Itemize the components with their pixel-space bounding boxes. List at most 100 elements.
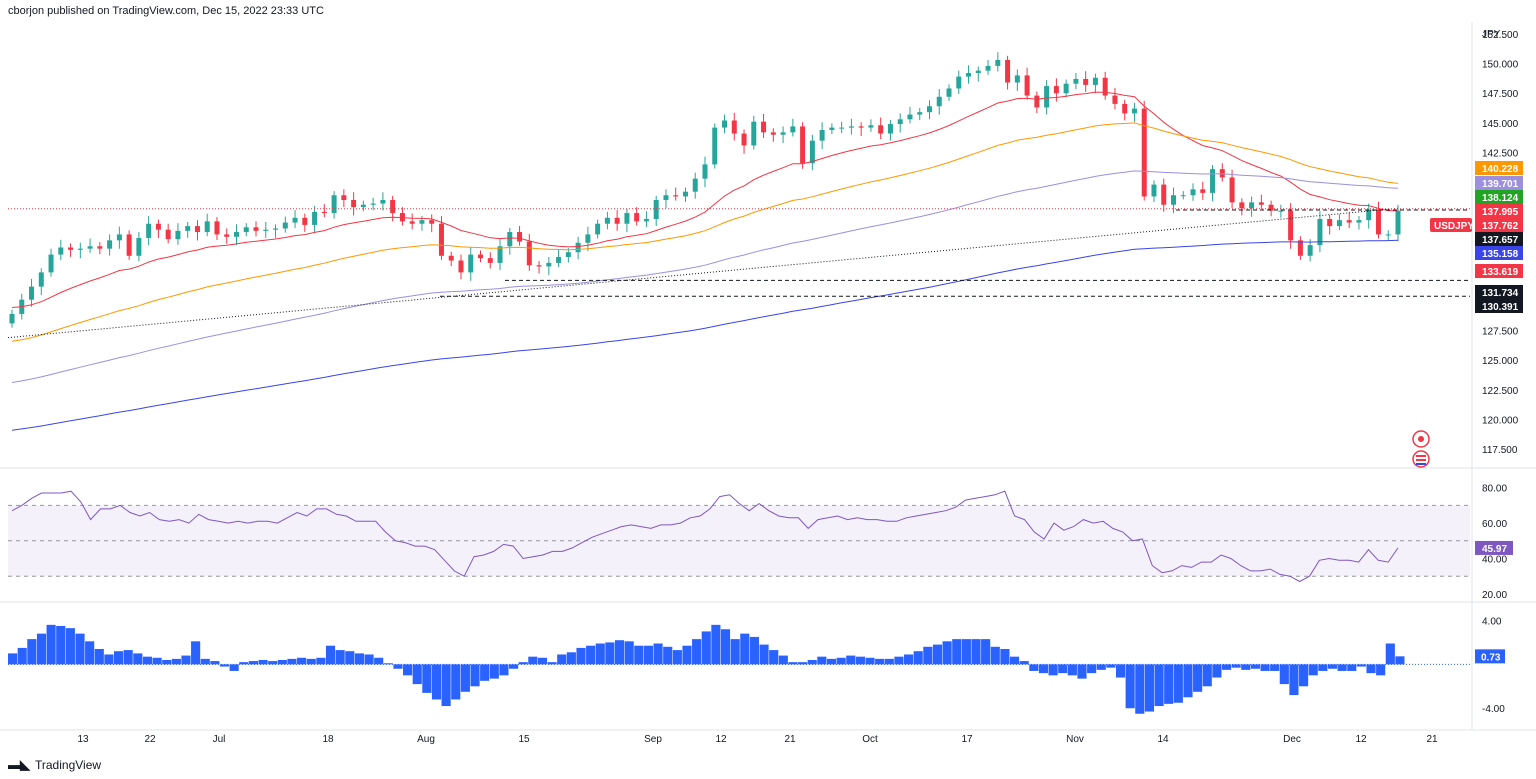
macd-bar: [518, 662, 528, 665]
time-tick-label: Oct: [862, 734, 878, 745]
macd-bar: [1106, 664, 1116, 668]
candle-body: [624, 213, 630, 224]
candle-body: [809, 140, 815, 164]
rsi-value-label: 45.97: [1482, 544, 1507, 555]
macd-bar: [653, 643, 663, 665]
candle-body: [380, 200, 386, 204]
price-tick-label: 142.500: [1482, 149, 1519, 160]
time-tick-label: 22: [144, 734, 156, 745]
macd-bar: [268, 661, 278, 665]
macd-bar: [701, 631, 711, 665]
macd-bar: [480, 664, 490, 681]
macd-bar: [566, 652, 576, 665]
macd-bar: [239, 662, 249, 665]
macd-bar: [557, 654, 567, 665]
candle-body: [1180, 195, 1186, 197]
candle-body: [722, 120, 728, 128]
macd-bar: [672, 650, 682, 665]
candle-body: [29, 286, 35, 300]
macd-bar: [200, 658, 210, 665]
candle-body: [1200, 189, 1206, 193]
time-tick-label: Nov: [1066, 734, 1084, 745]
price-tick-label: 125.000: [1482, 356, 1519, 367]
macd-bar: [123, 650, 133, 665]
candle-body: [1346, 220, 1352, 223]
macd-bar: [297, 657, 307, 665]
candle-body: [1336, 220, 1342, 227]
flag-icons: [1412, 430, 1430, 468]
macd-bar: [1125, 664, 1135, 709]
macd-bar: [36, 633, 47, 665]
time-tick-label: 17: [961, 734, 973, 745]
candle-body: [458, 260, 464, 273]
candle-body: [341, 195, 347, 200]
macd-bar: [971, 639, 981, 665]
macd-bar: [451, 664, 461, 700]
candle-body: [185, 226, 191, 231]
us-flag-stripe-icon: [1416, 455, 1426, 457]
candle-body: [1122, 103, 1128, 114]
publisher-caption: cborjon published on TradingView.com, De…: [8, 5, 324, 17]
macd-value-label: 0.73: [1481, 652, 1501, 663]
macd-bar: [162, 659, 172, 665]
price-tick-label: 152.500: [1482, 30, 1519, 41]
macd-bar: [1038, 664, 1049, 674]
macd-bar: [537, 657, 548, 665]
candle-body: [887, 124, 893, 134]
candle-body: [1239, 202, 1245, 209]
candle-body: [1307, 245, 1313, 256]
macd-bar: [778, 655, 788, 665]
candle-body: [253, 227, 259, 231]
macd-bar: [210, 661, 220, 665]
candle-body: [1141, 108, 1147, 197]
macd-bar: [875, 658, 885, 665]
macd-bar: [990, 646, 1000, 665]
footer-brand[interactable]: ▬◣ TradingView: [8, 757, 101, 773]
candle-body: [897, 119, 903, 125]
candle-body: [673, 195, 679, 197]
price-label-box: [1475, 176, 1523, 190]
candle-body: [585, 234, 591, 243]
macd-bar: [865, 657, 875, 665]
macd-bar: [730, 639, 740, 665]
macd-bar: [1270, 664, 1280, 671]
candle-body: [126, 234, 132, 256]
candle-body: [312, 211, 318, 225]
candle-body: [243, 227, 249, 233]
candle-body: [1249, 202, 1255, 209]
candle-body: [77, 248, 83, 250]
macd-bar: [1385, 643, 1395, 665]
macd-bar: [1395, 656, 1405, 665]
candle-body: [1278, 210, 1284, 212]
candle-body: [409, 221, 415, 224]
candle-body: [702, 164, 708, 179]
macd-bar: [248, 661, 258, 665]
candle-body: [1171, 195, 1177, 205]
macd-bar: [1154, 664, 1164, 707]
candle-body: [448, 255, 454, 261]
candle-body: [1317, 218, 1323, 246]
macd-bar: [1048, 664, 1058, 676]
us-flag-stripe-icon: [1416, 463, 1426, 465]
candle-body: [1258, 202, 1264, 205]
price-tick-label: 117.500: [1482, 445, 1518, 456]
macd-bar: [403, 664, 413, 676]
time-tick-label: Dec: [1283, 734, 1301, 745]
candle-body: [966, 73, 972, 77]
candle-body: [926, 106, 932, 113]
macd-bar: [894, 656, 904, 665]
candle-body: [136, 237, 142, 256]
macd-bar: [229, 664, 239, 671]
macd-bar: [441, 664, 451, 707]
candle-body: [1112, 95, 1118, 104]
macd-bar: [27, 639, 37, 665]
rsi-tick-label: 40.00: [1482, 555, 1507, 566]
rsi-value-box: [1475, 540, 1513, 555]
candle-body: [429, 220, 435, 224]
macd-bar: [1096, 664, 1106, 670]
macd-bar: [1356, 664, 1366, 667]
macd-bar: [807, 659, 817, 665]
macd-bar: [547, 662, 557, 665]
candle-body: [839, 127, 845, 129]
